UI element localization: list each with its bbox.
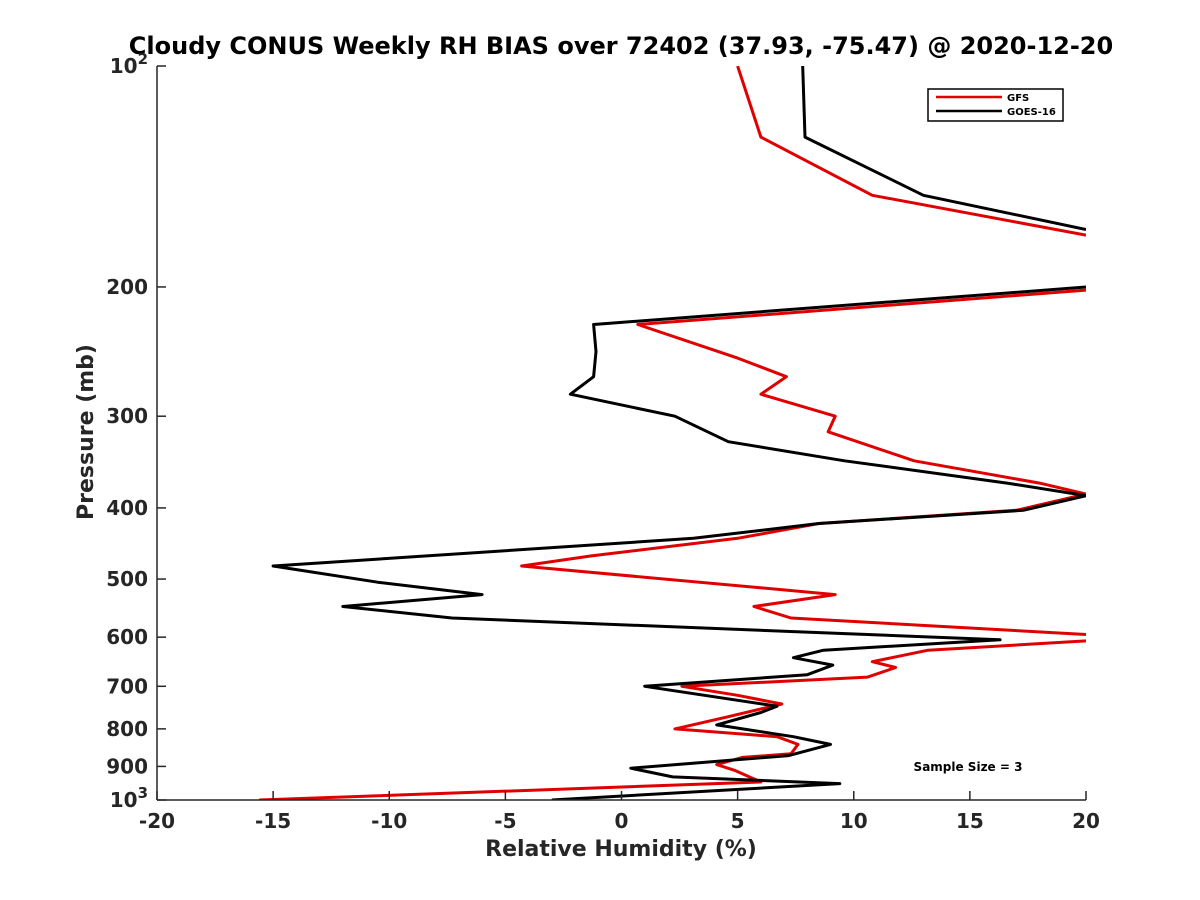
- series-line-goes16-1: [801, 66, 1086, 231]
- series-layer: [259, 66, 1086, 800]
- axes-layer: -20 -15 -10 -5 0 5 10 15 20 102 200 300 400 500 600 700…: [106, 50, 1100, 833]
- y-tick-label: 200: [106, 275, 148, 299]
- legend-box: [927, 88, 1064, 122]
- legend-label-goes16: GOES-16: [1007, 107, 1056, 118]
- y-tick-label: 300: [106, 404, 148, 428]
- y-tick-label: 102: [110, 50, 148, 78]
- x-tick-label: 15: [956, 809, 984, 833]
- legend-label-gfs: GFS: [1007, 93, 1029, 104]
- series-line-gfs-3: [259, 639, 1086, 800]
- x-tick-label: -5: [494, 809, 516, 833]
- y-tick-label: 600: [106, 625, 148, 649]
- x-tick-label: -10: [371, 809, 407, 833]
- y-tick-label: 103: [110, 784, 148, 812]
- series-line-goes16-2: [271, 285, 1086, 800]
- y-tick-label: 400: [106, 496, 148, 520]
- legend: GFS GOES-16: [927, 88, 1064, 122]
- x-tick-label: 20: [1072, 809, 1100, 833]
- x-tick-label: 5: [731, 809, 745, 833]
- series-line-gfs-1: [736, 66, 1086, 237]
- x-tick-label: 10: [840, 809, 868, 833]
- x-tick-label: -15: [255, 809, 291, 833]
- x-tick-label: -20: [139, 809, 175, 833]
- y-axis-label: Pressure (mb): [74, 344, 99, 520]
- y-tick-label: 500: [106, 567, 148, 591]
- y-tick-label: 800: [106, 717, 148, 741]
- y-tick-label: 900: [106, 754, 148, 778]
- chart-title: Cloudy CONUS Weekly RH BIAS over 72402 (…: [129, 32, 1113, 60]
- sample-size-annotation: Sample Size = 3: [914, 760, 1023, 774]
- series-line-gfs-2: [520, 288, 1086, 636]
- y-tick-label: 700: [106, 674, 148, 698]
- x-tick-label: 0: [615, 809, 629, 833]
- x-axis-label: Relative Humidity (%): [485, 837, 757, 862]
